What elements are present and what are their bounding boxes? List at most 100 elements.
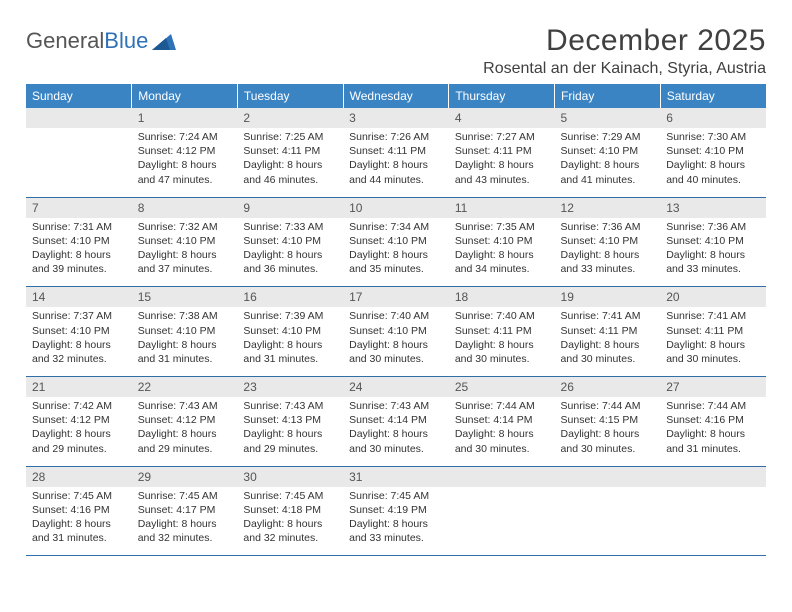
- weekday-header: Tuesday: [237, 84, 343, 108]
- sunrise-line: Sunrise: 7:45 AM: [32, 489, 126, 503]
- day-number-cell: 14: [26, 287, 132, 308]
- day-detail-cell: Sunrise: 7:29 AMSunset: 4:10 PMDaylight:…: [555, 128, 661, 197]
- daylight-line: Daylight: 8 hours and 47 minutes.: [138, 158, 232, 186]
- daylight-line: Daylight: 8 hours and 37 minutes.: [138, 248, 232, 276]
- sunset-line: Sunset: 4:10 PM: [349, 234, 443, 248]
- sunset-line: Sunset: 4:10 PM: [561, 144, 655, 158]
- day-number-cell: 29: [132, 466, 238, 487]
- sunrise-line: Sunrise: 7:44 AM: [561, 399, 655, 413]
- sunrise-line: Sunrise: 7:39 AM: [243, 309, 337, 323]
- day-detail-cell: Sunrise: 7:41 AMSunset: 4:11 PMDaylight:…: [660, 307, 766, 376]
- day-number-cell: 13: [660, 197, 766, 218]
- daylight-line: Daylight: 8 hours and 40 minutes.: [666, 158, 760, 186]
- daylight-line: Daylight: 8 hours and 30 minutes.: [561, 338, 655, 366]
- sunset-line: Sunset: 4:11 PM: [455, 324, 549, 338]
- sunrise-line: Sunrise: 7:35 AM: [455, 220, 549, 234]
- daylight-line: Daylight: 8 hours and 30 minutes.: [455, 338, 549, 366]
- sunrise-line: Sunrise: 7:45 AM: [138, 489, 232, 503]
- day-number-cell: [26, 108, 132, 128]
- day-detail-cell: Sunrise: 7:43 AMSunset: 4:13 PMDaylight:…: [237, 397, 343, 466]
- day-detail-cell: Sunrise: 7:34 AMSunset: 4:10 PMDaylight:…: [343, 218, 449, 287]
- day-number-cell: 28: [26, 466, 132, 487]
- daylight-line: Daylight: 8 hours and 35 minutes.: [349, 248, 443, 276]
- sunrise-line: Sunrise: 7:45 AM: [243, 489, 337, 503]
- sunset-line: Sunset: 4:16 PM: [32, 503, 126, 517]
- day-number-cell: 16: [237, 287, 343, 308]
- sunset-line: Sunset: 4:16 PM: [666, 413, 760, 427]
- sunrise-line: Sunrise: 7:24 AM: [138, 130, 232, 144]
- day-number-cell: 20: [660, 287, 766, 308]
- daylight-line: Daylight: 8 hours and 32 minutes.: [138, 517, 232, 545]
- daylight-line: Daylight: 8 hours and 30 minutes.: [349, 427, 443, 455]
- daylight-line: Daylight: 8 hours and 39 minutes.: [32, 248, 126, 276]
- day-number-cell: 22: [132, 377, 238, 398]
- daylight-line: Daylight: 8 hours and 30 minutes.: [666, 338, 760, 366]
- day-detail-row: Sunrise: 7:45 AMSunset: 4:16 PMDaylight:…: [26, 487, 766, 556]
- day-number-row: 78910111213: [26, 197, 766, 218]
- day-number-cell: [555, 466, 661, 487]
- sunrise-line: Sunrise: 7:41 AM: [561, 309, 655, 323]
- day-detail-cell: Sunrise: 7:31 AMSunset: 4:10 PMDaylight:…: [26, 218, 132, 287]
- sunset-line: Sunset: 4:11 PM: [666, 324, 760, 338]
- daylight-line: Daylight: 8 hours and 33 minutes.: [561, 248, 655, 276]
- day-number-cell: 12: [555, 197, 661, 218]
- weekday-header-row: SundayMondayTuesdayWednesdayThursdayFrid…: [26, 84, 766, 108]
- daylight-line: Daylight: 8 hours and 32 minutes.: [243, 517, 337, 545]
- day-number-cell: 7: [26, 197, 132, 218]
- sunset-line: Sunset: 4:18 PM: [243, 503, 337, 517]
- day-detail-cell: Sunrise: 7:32 AMSunset: 4:10 PMDaylight:…: [132, 218, 238, 287]
- weekday-header: Wednesday: [343, 84, 449, 108]
- weekday-header: Thursday: [449, 84, 555, 108]
- sunrise-line: Sunrise: 7:40 AM: [349, 309, 443, 323]
- sunset-line: Sunset: 4:11 PM: [349, 144, 443, 158]
- sunset-line: Sunset: 4:14 PM: [349, 413, 443, 427]
- daylight-line: Daylight: 8 hours and 31 minutes.: [666, 427, 760, 455]
- sunrise-line: Sunrise: 7:43 AM: [138, 399, 232, 413]
- daylight-line: Daylight: 8 hours and 29 minutes.: [32, 427, 126, 455]
- sunset-line: Sunset: 4:10 PM: [561, 234, 655, 248]
- sunrise-line: Sunrise: 7:36 AM: [561, 220, 655, 234]
- sunset-line: Sunset: 4:10 PM: [32, 324, 126, 338]
- day-detail-cell: Sunrise: 7:45 AMSunset: 4:17 PMDaylight:…: [132, 487, 238, 556]
- brand-part1: General: [26, 28, 104, 54]
- day-number-cell: 30: [237, 466, 343, 487]
- daylight-line: Daylight: 8 hours and 30 minutes.: [349, 338, 443, 366]
- sunset-line: Sunset: 4:10 PM: [243, 234, 337, 248]
- sunset-line: Sunset: 4:11 PM: [243, 144, 337, 158]
- daylight-line: Daylight: 8 hours and 31 minutes.: [32, 517, 126, 545]
- location-text: Rosental an der Kainach, Styria, Austria: [483, 60, 766, 78]
- day-detail-cell: Sunrise: 7:44 AMSunset: 4:16 PMDaylight:…: [660, 397, 766, 466]
- day-detail-cell: Sunrise: 7:36 AMSunset: 4:10 PMDaylight:…: [555, 218, 661, 287]
- day-detail-cell: [26, 128, 132, 197]
- day-detail-cell: Sunrise: 7:25 AMSunset: 4:11 PMDaylight:…: [237, 128, 343, 197]
- weekday-header: Saturday: [660, 84, 766, 108]
- day-number-cell: 24: [343, 377, 449, 398]
- day-number-row: 28293031: [26, 466, 766, 487]
- sunrise-line: Sunrise: 7:43 AM: [349, 399, 443, 413]
- sunset-line: Sunset: 4:10 PM: [138, 324, 232, 338]
- day-detail-cell: Sunrise: 7:40 AMSunset: 4:10 PMDaylight:…: [343, 307, 449, 376]
- day-number-cell: 31: [343, 466, 449, 487]
- sunset-line: Sunset: 4:19 PM: [349, 503, 443, 517]
- day-number-cell: 18: [449, 287, 555, 308]
- daylight-line: Daylight: 8 hours and 43 minutes.: [455, 158, 549, 186]
- day-number-cell: 1: [132, 108, 238, 128]
- sunrise-line: Sunrise: 7:44 AM: [666, 399, 760, 413]
- day-number-cell: [660, 466, 766, 487]
- daylight-line: Daylight: 8 hours and 41 minutes.: [561, 158, 655, 186]
- header: GeneralBlue December 2025 Rosental an de…: [26, 24, 766, 78]
- sunrise-line: Sunrise: 7:45 AM: [349, 489, 443, 503]
- sunset-line: Sunset: 4:10 PM: [666, 144, 760, 158]
- sunrise-line: Sunrise: 7:42 AM: [32, 399, 126, 413]
- day-number-cell: 23: [237, 377, 343, 398]
- sunrise-line: Sunrise: 7:41 AM: [666, 309, 760, 323]
- day-number-cell: 4: [449, 108, 555, 128]
- day-detail-cell: Sunrise: 7:44 AMSunset: 4:15 PMDaylight:…: [555, 397, 661, 466]
- day-detail-row: Sunrise: 7:31 AMSunset: 4:10 PMDaylight:…: [26, 218, 766, 287]
- day-number-cell: 6: [660, 108, 766, 128]
- day-number-cell: 26: [555, 377, 661, 398]
- day-number-cell: 3: [343, 108, 449, 128]
- sunset-line: Sunset: 4:10 PM: [455, 234, 549, 248]
- sunset-line: Sunset: 4:11 PM: [455, 144, 549, 158]
- sunrise-line: Sunrise: 7:33 AM: [243, 220, 337, 234]
